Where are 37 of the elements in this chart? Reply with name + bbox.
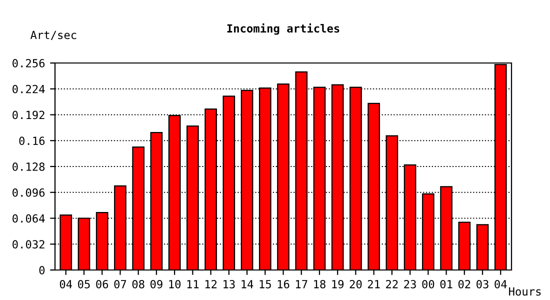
y-tick-label: 0.032 [12,240,44,249]
y-tick-label: 0.064 [12,214,45,223]
y-tick-label: 0.224 [12,84,45,94]
x-tick-label: 03 [476,280,488,288]
chart-title: Incoming articles [227,23,340,35]
y-axis-title: Art/sec [30,30,76,40]
y-tick-label: 0.16 [19,136,45,146]
x-tick-label: 16 [278,280,290,288]
x-tick-label: 20 [350,280,362,288]
x-tick-label: 01 [440,280,452,288]
y-tick-label: 0.128 [12,162,45,171]
x-tick-label: 15 [260,280,271,288]
x-tick-label: 21 [368,280,380,288]
x-tick-label: 22 [386,280,398,288]
x-tick-label: 07 [114,280,126,288]
x-tick-label: 23 [404,280,416,288]
x-tick-label: 12 [205,280,217,288]
x-tick-label: 08 [132,280,144,288]
x-tick-label: 05 [78,280,90,288]
y-tick-label: 0 [39,266,45,274]
y-tick-label: 0.256 [12,59,45,68]
x-tick-label: 09 [150,280,162,288]
x-axis-title: Hours [509,287,541,296]
x-tick-label: 14 [242,280,254,288]
y-tick-label: 0.096 [12,188,45,197]
x-tick-label: 19 [332,280,344,288]
x-tick-label: 04 [60,280,72,288]
x-tick-label: 17 [296,280,308,288]
x-tick-label: 00 [422,280,434,288]
x-tick-label: 04 [494,280,507,288]
x-tick-label: 02 [458,280,470,288]
y-tick-label: 0.192 [12,110,44,120]
x-tick-label: 06 [96,280,108,288]
x-tick-label: 11 [187,280,199,288]
x-tick-label: 18 [314,280,326,288]
x-tick-label: 13 [224,280,235,288]
x-tick-label: 10 [169,280,181,288]
